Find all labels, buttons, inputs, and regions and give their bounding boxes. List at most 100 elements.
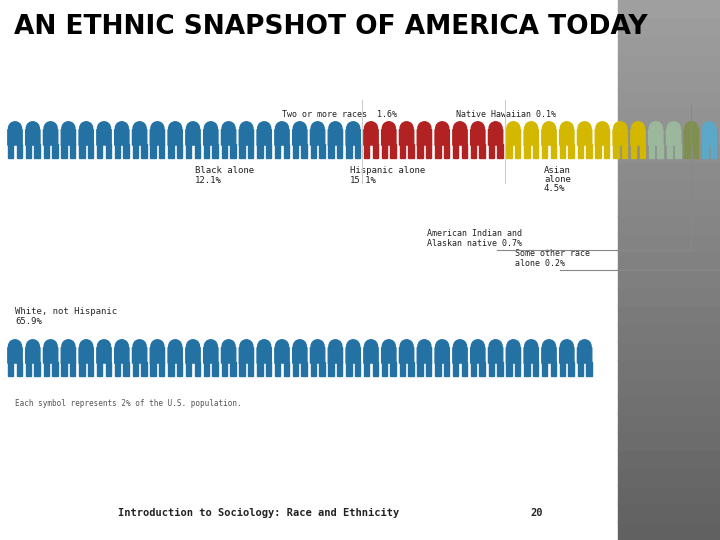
- Circle shape: [542, 122, 556, 135]
- Circle shape: [542, 340, 556, 353]
- Circle shape: [347, 122, 360, 135]
- Circle shape: [27, 122, 40, 135]
- Bar: [123, 144, 129, 158]
- Bar: [618, 287, 720, 306]
- Circle shape: [293, 340, 306, 353]
- Bar: [675, 144, 680, 158]
- FancyBboxPatch shape: [435, 348, 449, 363]
- Bar: [595, 144, 601, 158]
- Bar: [114, 144, 120, 158]
- Bar: [372, 144, 378, 158]
- Bar: [79, 362, 85, 376]
- Circle shape: [311, 340, 324, 353]
- Text: Native Hawaiian 0.1%: Native Hawaiian 0.1%: [456, 110, 556, 119]
- Bar: [577, 144, 583, 158]
- FancyBboxPatch shape: [292, 348, 307, 363]
- FancyBboxPatch shape: [559, 130, 574, 145]
- FancyBboxPatch shape: [61, 348, 76, 363]
- Text: American Indian and
Alaskan native 0.7%: American Indian and Alaskan native 0.7%: [427, 228, 522, 248]
- Bar: [418, 144, 423, 158]
- Bar: [79, 144, 85, 158]
- Bar: [489, 144, 494, 158]
- Circle shape: [97, 340, 110, 353]
- Bar: [61, 144, 67, 158]
- Bar: [702, 144, 708, 158]
- Bar: [649, 144, 654, 158]
- Bar: [618, 305, 720, 324]
- Bar: [711, 144, 716, 158]
- Bar: [230, 144, 235, 158]
- Bar: [204, 362, 210, 376]
- Bar: [248, 144, 253, 158]
- Bar: [618, 161, 720, 180]
- Circle shape: [240, 122, 253, 135]
- Bar: [618, 269, 720, 288]
- FancyBboxPatch shape: [43, 130, 58, 145]
- Bar: [515, 144, 521, 158]
- FancyBboxPatch shape: [631, 130, 645, 145]
- FancyBboxPatch shape: [346, 130, 361, 145]
- Bar: [462, 362, 467, 376]
- Bar: [618, 413, 720, 432]
- Bar: [248, 362, 253, 376]
- FancyBboxPatch shape: [96, 130, 111, 145]
- Circle shape: [400, 340, 413, 353]
- Bar: [435, 362, 441, 376]
- Bar: [8, 144, 14, 158]
- Circle shape: [472, 122, 485, 135]
- Text: Each symbol represents 2% of the U.S. population.: Each symbol represents 2% of the U.S. po…: [15, 399, 242, 408]
- Circle shape: [293, 122, 306, 135]
- Bar: [364, 144, 369, 158]
- Circle shape: [115, 122, 128, 135]
- Bar: [618, 107, 720, 126]
- Bar: [462, 144, 467, 158]
- Circle shape: [596, 122, 609, 135]
- Text: Hispanic alone: Hispanic alone: [350, 166, 426, 175]
- Bar: [302, 144, 307, 158]
- Text: 65.9%: 65.9%: [15, 317, 42, 326]
- FancyBboxPatch shape: [417, 348, 431, 363]
- Bar: [498, 362, 503, 376]
- Bar: [618, 71, 720, 90]
- Bar: [194, 362, 200, 376]
- Circle shape: [240, 340, 253, 353]
- Bar: [239, 362, 245, 376]
- FancyBboxPatch shape: [168, 348, 182, 363]
- Bar: [489, 362, 494, 376]
- Bar: [106, 362, 111, 376]
- Bar: [426, 144, 431, 158]
- FancyBboxPatch shape: [382, 130, 396, 145]
- Circle shape: [80, 340, 93, 353]
- Bar: [293, 362, 298, 376]
- Bar: [400, 144, 405, 158]
- Bar: [186, 144, 192, 158]
- Bar: [257, 362, 263, 376]
- Bar: [586, 362, 592, 376]
- Circle shape: [454, 340, 467, 353]
- Bar: [506, 362, 512, 376]
- FancyBboxPatch shape: [524, 348, 539, 363]
- FancyBboxPatch shape: [595, 130, 610, 145]
- FancyBboxPatch shape: [613, 130, 627, 145]
- Bar: [222, 144, 227, 158]
- Bar: [186, 362, 192, 376]
- Circle shape: [507, 340, 520, 353]
- Bar: [141, 362, 147, 376]
- Bar: [168, 144, 174, 158]
- FancyBboxPatch shape: [114, 130, 129, 145]
- FancyBboxPatch shape: [292, 130, 307, 145]
- Circle shape: [44, 122, 57, 135]
- Circle shape: [525, 340, 538, 353]
- Bar: [328, 362, 334, 376]
- Circle shape: [578, 340, 591, 353]
- Bar: [444, 362, 449, 376]
- Circle shape: [97, 122, 110, 135]
- Bar: [618, 359, 720, 378]
- FancyBboxPatch shape: [471, 130, 485, 145]
- Bar: [618, 215, 720, 234]
- Circle shape: [62, 122, 75, 135]
- FancyBboxPatch shape: [239, 348, 253, 363]
- Bar: [618, 395, 720, 414]
- Circle shape: [9, 122, 22, 135]
- Bar: [194, 144, 200, 158]
